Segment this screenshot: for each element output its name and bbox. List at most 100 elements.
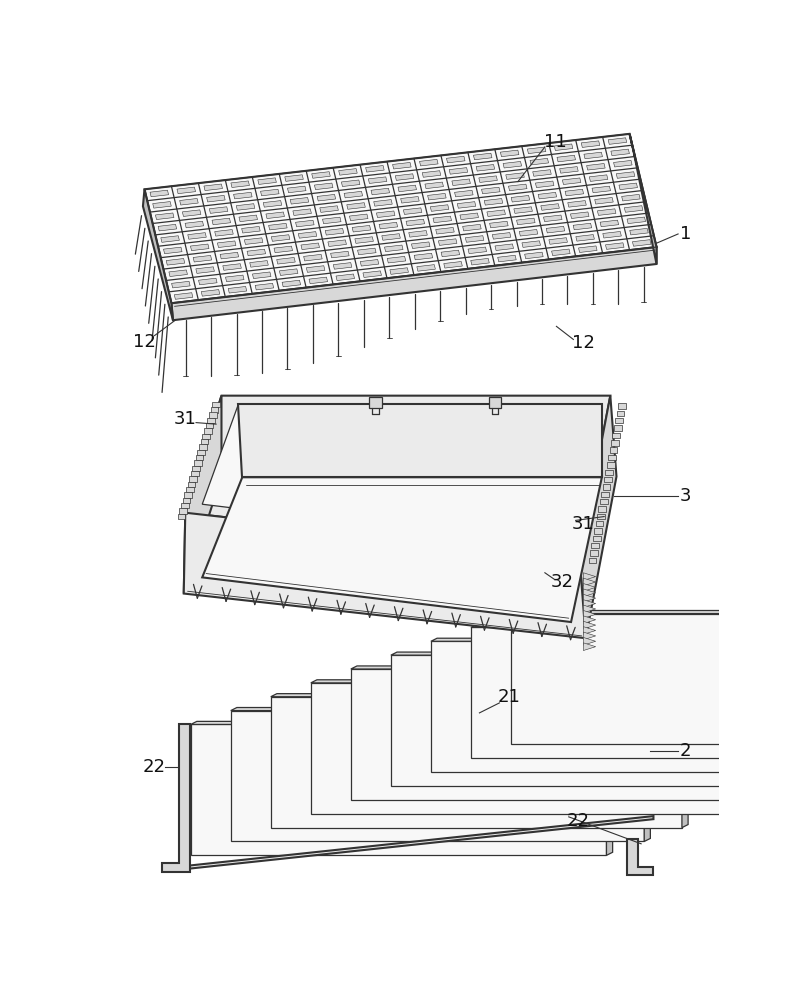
Text: 1: 1 bbox=[680, 225, 691, 243]
Polygon shape bbox=[191, 471, 199, 476]
Polygon shape bbox=[554, 144, 573, 150]
Polygon shape bbox=[317, 194, 336, 201]
Polygon shape bbox=[183, 498, 191, 503]
Polygon shape bbox=[594, 197, 614, 204]
Polygon shape bbox=[603, 231, 622, 238]
Polygon shape bbox=[351, 666, 763, 669]
Polygon shape bbox=[211, 407, 219, 413]
Polygon shape bbox=[497, 255, 516, 262]
Polygon shape bbox=[546, 226, 565, 233]
Polygon shape bbox=[476, 165, 495, 171]
Polygon shape bbox=[195, 267, 215, 273]
Polygon shape bbox=[192, 466, 200, 471]
Polygon shape bbox=[204, 184, 223, 191]
Polygon shape bbox=[552, 249, 570, 256]
Polygon shape bbox=[181, 503, 189, 508]
Polygon shape bbox=[600, 499, 607, 504]
Polygon shape bbox=[296, 220, 314, 227]
Polygon shape bbox=[758, 666, 763, 800]
Polygon shape bbox=[449, 168, 468, 174]
Polygon shape bbox=[209, 412, 216, 418]
Polygon shape bbox=[584, 152, 602, 159]
Polygon shape bbox=[505, 173, 525, 179]
Polygon shape bbox=[479, 176, 497, 182]
Polygon shape bbox=[161, 236, 179, 242]
Polygon shape bbox=[422, 171, 441, 177]
Polygon shape bbox=[320, 206, 338, 212]
Polygon shape bbox=[527, 147, 545, 154]
Polygon shape bbox=[169, 270, 187, 277]
Polygon shape bbox=[374, 200, 392, 206]
Polygon shape bbox=[583, 621, 596, 629]
Polygon shape bbox=[202, 404, 602, 549]
Polygon shape bbox=[560, 167, 578, 173]
Text: 32: 32 bbox=[551, 573, 574, 591]
Polygon shape bbox=[191, 244, 209, 251]
Polygon shape bbox=[207, 418, 215, 423]
Polygon shape bbox=[433, 216, 452, 223]
Polygon shape bbox=[231, 711, 644, 841]
Polygon shape bbox=[250, 261, 268, 267]
Polygon shape bbox=[264, 201, 282, 207]
Polygon shape bbox=[565, 189, 584, 196]
Polygon shape bbox=[203, 434, 210, 439]
Polygon shape bbox=[212, 402, 220, 407]
Polygon shape bbox=[363, 271, 381, 277]
Polygon shape bbox=[593, 536, 601, 541]
Polygon shape bbox=[158, 224, 177, 231]
Polygon shape bbox=[194, 460, 202, 466]
Polygon shape bbox=[195, 455, 203, 460]
Polygon shape bbox=[199, 278, 217, 285]
Polygon shape bbox=[613, 433, 620, 438]
Polygon shape bbox=[217, 241, 236, 248]
Polygon shape bbox=[481, 187, 500, 194]
Polygon shape bbox=[590, 175, 608, 181]
Polygon shape bbox=[795, 652, 801, 786]
Polygon shape bbox=[244, 238, 263, 244]
Polygon shape bbox=[301, 243, 320, 250]
Polygon shape bbox=[336, 274, 355, 281]
Polygon shape bbox=[306, 266, 325, 272]
Polygon shape bbox=[331, 251, 349, 258]
Polygon shape bbox=[489, 397, 501, 408]
Polygon shape bbox=[271, 694, 688, 697]
Polygon shape bbox=[594, 528, 602, 534]
Polygon shape bbox=[186, 487, 194, 492]
Text: 21: 21 bbox=[497, 688, 520, 706]
Polygon shape bbox=[425, 182, 444, 189]
Polygon shape bbox=[347, 203, 365, 209]
Polygon shape bbox=[570, 212, 589, 218]
Polygon shape bbox=[598, 506, 606, 512]
Polygon shape bbox=[606, 243, 624, 249]
Polygon shape bbox=[187, 233, 207, 239]
Polygon shape bbox=[202, 477, 602, 622]
Text: 22: 22 bbox=[143, 758, 166, 776]
Polygon shape bbox=[604, 477, 612, 482]
Polygon shape bbox=[583, 627, 596, 634]
Polygon shape bbox=[444, 262, 462, 268]
Polygon shape bbox=[406, 219, 425, 226]
Polygon shape bbox=[412, 242, 430, 248]
Polygon shape bbox=[431, 638, 801, 641]
Polygon shape bbox=[616, 172, 635, 178]
Polygon shape bbox=[719, 680, 726, 814]
Polygon shape bbox=[525, 252, 543, 259]
Polygon shape bbox=[624, 206, 643, 212]
Polygon shape bbox=[268, 223, 287, 230]
Text: 31: 31 bbox=[174, 410, 197, 428]
Polygon shape bbox=[627, 839, 654, 875]
Polygon shape bbox=[162, 724, 190, 872]
Polygon shape bbox=[304, 254, 322, 261]
Polygon shape bbox=[392, 162, 411, 169]
Polygon shape bbox=[457, 202, 476, 208]
Polygon shape bbox=[333, 263, 352, 269]
Polygon shape bbox=[633, 240, 651, 246]
Polygon shape bbox=[226, 275, 244, 282]
Polygon shape bbox=[583, 578, 596, 586]
Polygon shape bbox=[315, 183, 333, 190]
Polygon shape bbox=[382, 234, 400, 240]
Polygon shape bbox=[602, 484, 610, 490]
Polygon shape bbox=[206, 423, 213, 428]
Polygon shape bbox=[395, 174, 414, 180]
Polygon shape bbox=[596, 521, 603, 526]
